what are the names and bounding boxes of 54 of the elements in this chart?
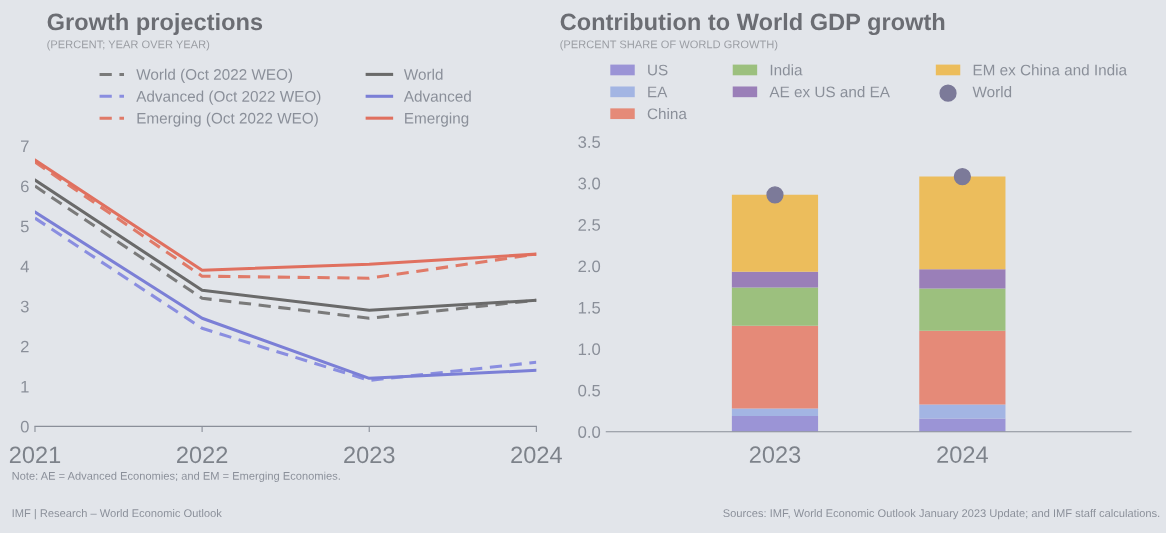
y-tick-label: 6 bbox=[21, 180, 29, 193]
y-tick-label: 3.0 bbox=[578, 177, 601, 190]
legend-label: EM ex China and India bbox=[973, 64, 1128, 76]
legend-label: Advanced (Oct 2022 WEO) bbox=[136, 90, 321, 105]
x-tick-label: 2021 bbox=[9, 446, 61, 464]
legend-label: AE ex US and EA bbox=[769, 86, 890, 98]
legend-label: Advanced bbox=[403, 90, 471, 102]
legend-label: World (Oct 2022 WEO) bbox=[136, 68, 293, 83]
legend-label: Emerging bbox=[405, 112, 469, 127]
x-tick-label: 2023 bbox=[344, 446, 395, 464]
bar bbox=[731, 271, 819, 288]
bar bbox=[919, 176, 1006, 270]
bar bbox=[731, 287, 819, 326]
y-tick-label: 7 bbox=[21, 140, 29, 153]
y-tick-label: 0.0 bbox=[578, 426, 601, 438]
chart-title: Contribution to World GDP growth bbox=[560, 12, 945, 36]
y-tick-label: 2.0 bbox=[578, 260, 601, 273]
bar bbox=[731, 194, 819, 272]
bar bbox=[919, 418, 1006, 432]
y-tick-label: 4 bbox=[20, 260, 29, 273]
legend-label: World bbox=[972, 86, 1012, 98]
bar bbox=[731, 325, 819, 409]
x-tick-label: 2024 bbox=[511, 446, 562, 464]
bar bbox=[731, 408, 819, 416]
bar bbox=[919, 269, 1006, 289]
text: IMF | Research – World Economic Outlook bbox=[12, 508, 222, 520]
legend-label: China bbox=[647, 107, 687, 120]
chart-title: Growth projections bbox=[47, 12, 263, 35]
y-tick-label: 5 bbox=[20, 220, 29, 233]
x-tick-label: 2024 bbox=[937, 446, 988, 463]
y-tick-label: 0.5 bbox=[578, 384, 601, 397]
legend-label: India bbox=[770, 64, 803, 76]
legend-label: Emerging (Oct 2022 WEO) bbox=[137, 112, 318, 127]
legend-label: EA bbox=[648, 86, 668, 98]
y-tick-label: 1.5 bbox=[578, 302, 601, 314]
y-tick-label: 2 bbox=[20, 340, 29, 353]
source-note: Sources: IMF, World Economic Outlook January 2023 Update; and IMF staff calculations. bbox=[723, 508, 1160, 520]
bar bbox=[919, 288, 1006, 331]
bar bbox=[731, 415, 819, 432]
legend-label: World bbox=[403, 68, 443, 80]
y-tick-label: 3 bbox=[20, 300, 29, 313]
y-tick-label: 2.5 bbox=[578, 219, 601, 231]
chart-subtitle: (PERCENT SHARE OF WORLD GROWTH) bbox=[560, 40, 778, 51]
text: Note: AE = Advanced Economies; and EM = Emerging Economies. bbox=[12, 471, 340, 483]
y-tick-label: 1 bbox=[21, 380, 29, 393]
x-tick-label: 2023 bbox=[749, 446, 801, 463]
y-tick-label: 1.0 bbox=[578, 343, 601, 356]
y-tick-label: 0 bbox=[20, 420, 29, 433]
y-tick-label: 3.5 bbox=[578, 136, 601, 148]
bar bbox=[919, 330, 1006, 405]
x-tick-label: 2022 bbox=[177, 446, 228, 464]
chart-subtitle: (PERCENT; YEAR OVER YEAR) bbox=[47, 40, 210, 51]
bar bbox=[919, 404, 1006, 419]
legend-label: US bbox=[648, 64, 668, 76]
